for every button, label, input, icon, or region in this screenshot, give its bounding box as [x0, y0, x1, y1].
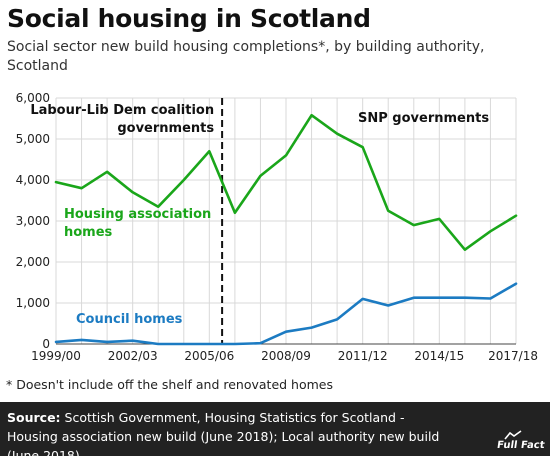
annotation-snp: SNP governments	[358, 111, 489, 126]
y-tick-label: 4,000	[16, 173, 50, 187]
x-tick-label: 2017/18	[488, 349, 538, 363]
source-text: Source: Scottish Government, Housing Sta…	[7, 408, 457, 465]
x-tick-label: 2008/09	[261, 349, 311, 363]
y-tick-label: 1,000	[16, 296, 50, 310]
x-tick-label: 2002/03	[108, 349, 158, 363]
footnote: * Doesn't include off the shelf and reno…	[6, 377, 333, 392]
x-tick-label: 2011/12	[338, 349, 388, 363]
x-tick-label: 1999/00	[31, 349, 81, 363]
x-tick-label: 2005/06	[184, 349, 234, 363]
full-fact-logo: Full Fact	[496, 440, 545, 451]
y-tick-label: 5,000	[16, 132, 50, 146]
series-label-council: Council homes	[76, 312, 183, 327]
source-label: Source:	[7, 410, 61, 425]
source-body: Scottish Government, Housing Statistics …	[7, 410, 439, 463]
source-bar: Source: Scottish Government, Housing Sta…	[0, 402, 550, 456]
y-tick-label: 3,000	[16, 214, 50, 228]
full-fact-logo-icon	[504, 430, 522, 440]
y-tick-label: 2,000	[16, 255, 50, 269]
x-tick-label: 2014/15	[414, 349, 464, 363]
